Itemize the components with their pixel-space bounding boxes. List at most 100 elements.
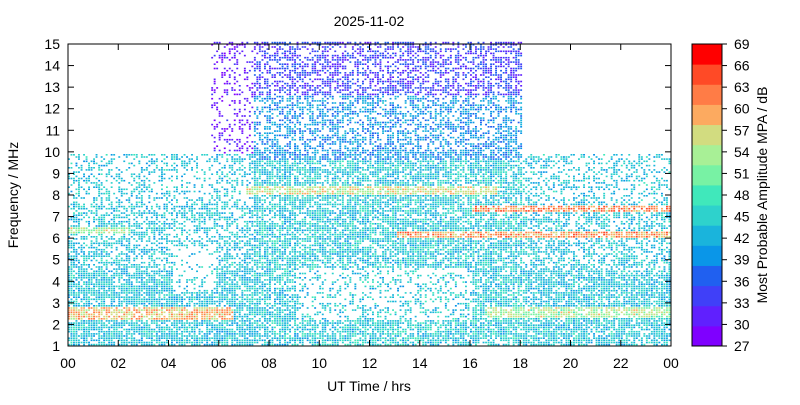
heatmap-cell [206,212,209,214]
heatmap-cell [248,333,251,335]
heatmap-cell [176,154,178,156]
heatmap-cell [105,294,108,296]
heatmap-cell [90,169,93,171]
heatmap-cell [103,322,106,324]
heatmap-cell [176,190,178,193]
heatmap-cell [90,292,93,294]
heatmap-cell [85,296,88,298]
heatmap-cell [150,223,153,225]
heatmap-cell [206,324,209,326]
heatmap-cell [178,322,181,324]
heatmap-cell [233,261,236,264]
heatmap-cell [228,167,231,169]
heatmap-cell [208,294,211,296]
heatmap-cell [171,343,173,346]
heatmap-cell [269,156,271,158]
heatmap-cell [128,341,131,344]
heatmap-cell [266,164,269,167]
heatmap-cell [196,171,198,173]
heatmap-cell [243,201,246,204]
heatmap-cell [135,296,138,298]
heatmap-cell [178,223,181,225]
heatmap-cell [216,50,219,53]
heatmap-cell [208,192,211,195]
heatmap-cell [100,231,103,234]
heatmap-cell [231,287,234,290]
heatmap-cell [125,343,128,346]
heatmap-cell [236,305,239,307]
heatmap-cell [253,253,256,255]
heatmap-cell [188,300,191,303]
heatmap-cell [166,333,168,335]
heatmap-cell [113,210,116,212]
heatmap-cell [223,128,226,130]
heatmap-cell [258,136,261,139]
heatmap-cell [128,246,131,249]
heatmap-cell [274,309,276,311]
heatmap-cell [153,225,156,227]
heatmap-cell [133,305,136,307]
heatmap-cell [135,339,138,342]
heatmap-cell [130,292,133,294]
heatmap-cell [158,246,161,249]
heatmap-cell [271,54,274,57]
heatmap-cell [173,313,176,316]
heatmap-cell [145,240,148,242]
heatmap-cell [233,56,236,59]
heatmap-cell [269,192,271,195]
heatmap-cell [118,216,121,219]
heatmap-cell [166,272,168,275]
heatmap-cell [80,292,83,294]
heatmap-cell [261,108,264,111]
heatmap-cell [251,322,254,324]
heatmap-cell [253,244,256,247]
heatmap-cell [271,307,274,309]
heatmap-cell [150,333,153,335]
heatmap-cell [95,197,98,199]
heatmap-cell [113,261,116,264]
heatmap-cell [266,192,269,195]
heatmap-cell [150,259,153,262]
heatmap-cell [125,279,128,281]
heatmap-cell [110,158,113,160]
heatmap-cell [166,205,168,208]
heatmap-cell [241,145,244,147]
heatmap-cell [83,307,85,309]
heatmap-cell [145,343,148,346]
heatmap-cell [143,272,146,275]
heatmap-cell [193,240,196,242]
heatmap-cell [75,294,78,296]
heatmap-cell [241,266,244,268]
heatmap-cell [193,328,196,331]
heatmap-cell [198,322,201,324]
heatmap-cell [186,236,188,238]
heatmap-cell [261,72,264,74]
heatmap-cell [213,220,216,223]
heatmap-cell [226,216,229,219]
heatmap-cell [133,294,136,296]
heatmap-cell [168,283,171,285]
heatmap-cell [68,307,70,309]
heatmap-cell [246,76,249,78]
heatmap-cell [221,177,224,180]
heatmap-cell [128,292,131,294]
heatmap-cell [113,229,116,232]
heatmap-cell [186,261,188,264]
heatmap-cell [133,248,136,251]
heatmap-cell [108,270,111,273]
heatmap-cell [233,309,236,311]
heatmap-cell [253,95,256,98]
heatmap-cell [115,268,118,270]
heatmap-cell [269,264,271,266]
heatmap-cell [241,184,244,186]
heatmap-cell [271,102,274,104]
heatmap-cell [158,257,161,260]
heatmap-cell [105,337,108,339]
heatmap-cell [105,173,108,175]
heatmap-cell [228,138,231,141]
heatmap-cell [251,162,254,165]
heatmap-cell [93,229,95,232]
heatmap-cell [266,132,269,134]
heatmap-cell [125,253,128,255]
heatmap-cell [90,313,93,316]
